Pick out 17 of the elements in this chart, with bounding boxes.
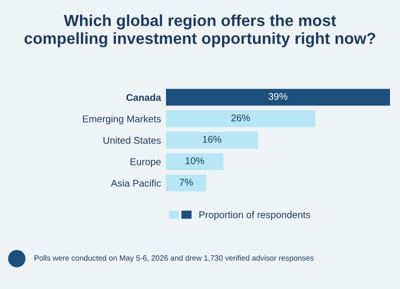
- data-label: 10%: [186, 157, 204, 164]
- y-tick-label: Europe: [130, 158, 161, 168]
- bar: [166, 88, 390, 106]
- data-label: 7%: [180, 178, 193, 186]
- bar: [166, 110, 316, 128]
- bar: [166, 174, 206, 192]
- legend-label: Proportion of respondents: [199, 211, 310, 220]
- data-label: 39%: [268, 93, 288, 100]
- y-tick-label: Emerging Markets: [83, 115, 161, 124]
- data-label: 26%: [231, 114, 250, 122]
- y-tick-label: Asia Pacific: [110, 180, 161, 187]
- bar: [166, 132, 258, 149]
- data-label: 16%: [202, 136, 222, 143]
- bar: [166, 153, 224, 170]
- y-tick-label: Canada: [126, 94, 162, 101]
- chart-title: Which global region offers the most compelling investment opportunity right now?: [24, 14, 376, 48]
- y-tick-label: United States: [104, 136, 161, 144]
